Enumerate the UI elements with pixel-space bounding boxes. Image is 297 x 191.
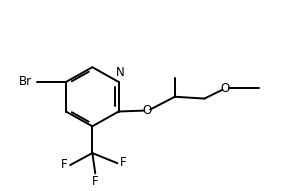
Text: N: N xyxy=(116,66,124,79)
Text: Br: Br xyxy=(19,75,32,88)
Text: O: O xyxy=(220,82,230,95)
Text: F: F xyxy=(61,158,68,171)
Text: F: F xyxy=(92,175,99,188)
Text: F: F xyxy=(120,156,127,169)
Text: O: O xyxy=(142,104,151,117)
